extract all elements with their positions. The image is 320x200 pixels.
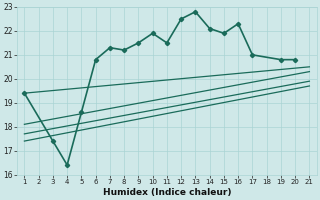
X-axis label: Humidex (Indice chaleur): Humidex (Indice chaleur) bbox=[103, 188, 231, 197]
